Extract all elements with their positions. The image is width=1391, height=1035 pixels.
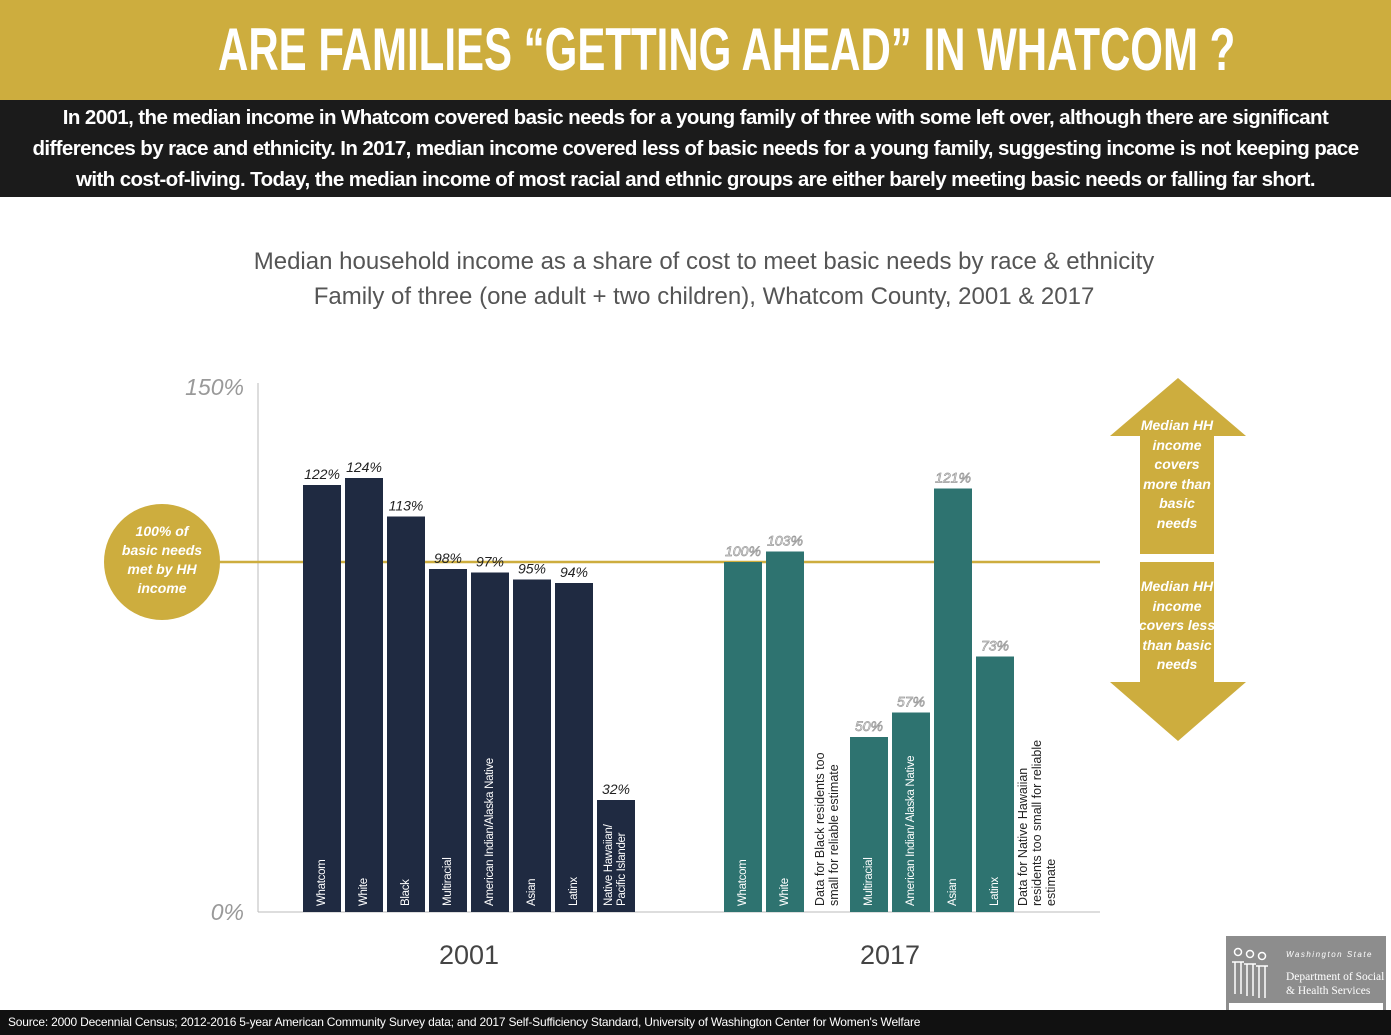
value-label: 124%: [346, 459, 382, 475]
category-label: Multiracial: [862, 857, 875, 906]
note: Data for Native Hawaiian residents too s…: [1016, 739, 1058, 906]
chart-subtitle: Family of three (one adult + two childre…: [313, 283, 1095, 310]
value-label: 73%: [981, 638, 1009, 654]
bar: [892, 712, 930, 912]
reference-label: 100% of basic needs met by HH income: [121, 523, 203, 596]
value-label: 121%: [935, 470, 971, 486]
value-label: 50%: [855, 718, 883, 734]
logo-icon: [1233, 947, 1243, 957]
value-label: 98%: [434, 550, 462, 566]
category-label: Asian: [946, 878, 959, 906]
logo-icon: [1256, 965, 1268, 998]
category-label: Black: [399, 879, 412, 906]
arrow-up: [1110, 378, 1246, 554]
value-label: 95%: [518, 561, 546, 577]
logo-icon: [1245, 949, 1255, 959]
bar: [934, 488, 972, 912]
bar: [387, 516, 425, 912]
category-label: Whatcom: [736, 859, 749, 906]
bar: [976, 656, 1014, 912]
value-label: 113%: [389, 498, 424, 514]
value-label: 100%: [725, 543, 761, 559]
value-label: 94%: [560, 564, 588, 580]
bar: [766, 551, 804, 912]
logo-icon: [1232, 961, 1244, 994]
reference-badge: [104, 504, 220, 620]
category-label: Multiracial: [441, 857, 454, 906]
value-label: 57%: [897, 694, 925, 710]
bar: [471, 572, 509, 912]
category-label: White: [357, 878, 370, 906]
logo-text: & Health Services: [1286, 985, 1371, 997]
banner: ARE FAMILIES “GETTING AHEAD” IN WHATCOM …: [0, 0, 1391, 100]
bar: [303, 485, 341, 912]
bar: [597, 800, 635, 912]
category-label: Asian: [525, 878, 538, 906]
description: In 2001, the median income in Whatcom co…: [0, 100, 1391, 197]
value-label: 122%: [304, 466, 340, 482]
bar: [345, 478, 383, 912]
category-label: White: [778, 878, 791, 906]
source: Source: 2000 Decennial Census; 2012-2016…: [0, 1010, 1391, 1035]
bar: [724, 562, 762, 912]
bar: [513, 579, 551, 912]
value-label: 97%: [476, 554, 504, 570]
category-label: American Indian/Alaska Native: [483, 758, 496, 906]
category-label: American Indian/ Alaska Native: [904, 755, 917, 906]
annotation: Median HH income covers less than basic …: [1138, 578, 1216, 672]
bar: [429, 569, 467, 912]
category-label: Latinx: [567, 877, 580, 906]
logo-text: Department of Social: [1286, 971, 1384, 983]
value-label: 103%: [767, 533, 803, 549]
logo-text: Washington State: [1286, 950, 1373, 959]
category-label: Whatcom: [315, 859, 328, 906]
y-tick-label: 150%: [185, 374, 244, 400]
category-label: Native Hawaiian/ Pacific Islander: [603, 824, 628, 907]
bar: [555, 583, 593, 912]
category-label: Latinx: [988, 877, 1001, 906]
group-label: 2017: [860, 940, 920, 970]
group-label: 2001: [439, 940, 499, 970]
annotation: Median HH income covers more than basic …: [1140, 417, 1214, 531]
arrow-down: [1110, 562, 1246, 741]
bar: [850, 737, 888, 912]
logo-icon: [1244, 963, 1256, 996]
note: Data for Black residents too small for r…: [813, 752, 841, 906]
page-title: ARE FAMILIES “GETTING AHEAD” IN WHATCOM …: [217, 16, 1236, 83]
value-label: 32%: [602, 781, 630, 797]
y-tick-label: 0%: [211, 899, 244, 925]
chart-title: Median household income as a share of co…: [253, 248, 1155, 275]
logo-icon: [1257, 951, 1267, 961]
